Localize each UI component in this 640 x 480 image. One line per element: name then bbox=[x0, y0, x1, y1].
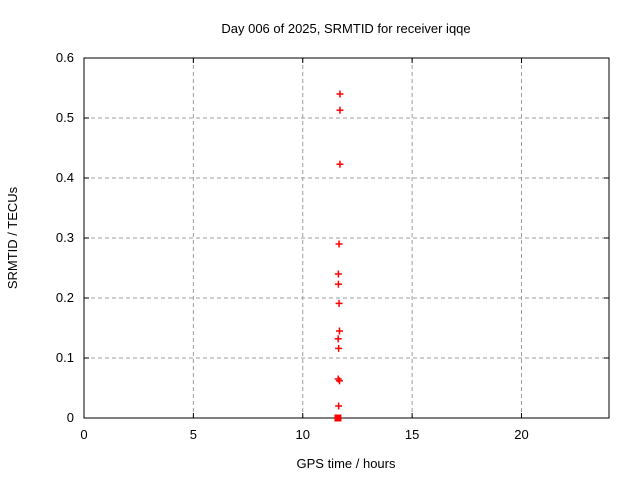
y-axis-label: SRMTID / TECUs bbox=[5, 186, 20, 290]
plot-border bbox=[83, 57, 610, 419]
x-tick-label: 5 bbox=[189, 427, 197, 442]
y-tick-label: 0.1 bbox=[55, 350, 74, 365]
y-tick-label: 0.5 bbox=[55, 110, 74, 125]
x-tick-label: 20 bbox=[514, 427, 529, 442]
x-tick-label: 10 bbox=[295, 427, 310, 442]
chart-title: Day 006 of 2025, SRMTID for receiver iqq… bbox=[221, 21, 471, 36]
y-tick-label: 0 bbox=[66, 410, 74, 425]
series-srmtid-baseline bbox=[334, 414, 342, 422]
y-tick-label: 0.2 bbox=[55, 290, 74, 305]
y-tick-label: 0.3 bbox=[55, 230, 74, 245]
y-tick-label: 0.6 bbox=[55, 50, 74, 65]
x-axis-label: GPS time / hours bbox=[296, 456, 396, 471]
y-tick-label: 0.4 bbox=[55, 170, 74, 185]
grid-lines bbox=[84, 58, 609, 418]
x-tick-label: 0 bbox=[80, 427, 88, 442]
series-srmtid-values bbox=[334, 90, 344, 410]
x-tick-label: 15 bbox=[404, 427, 420, 442]
